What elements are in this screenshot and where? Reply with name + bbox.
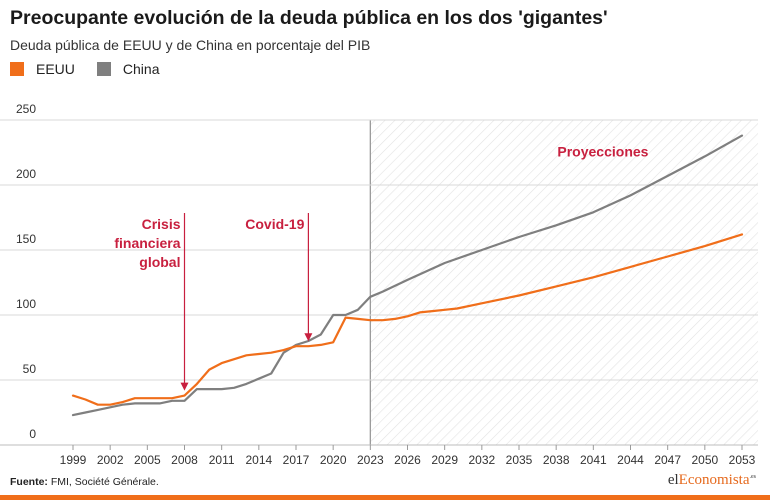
x-tick-label: 2020 [320,453,347,467]
x-tick-label: 2041 [580,453,607,467]
source-label: Fuente: [10,476,48,488]
x-tick-label: 2011 [209,453,235,467]
source-note: Fuente: FMI, Société Générale. [10,476,159,488]
chart-title: Preocupante evolución de la deuda públic… [10,7,608,29]
x-tick-label: 2005 [134,453,161,467]
publisher-logo: elEconomista.es [667,472,756,488]
x-tick-label: 2008 [171,453,198,467]
x-tick-label: 2044 [617,453,644,467]
x-tick-label: 2014 [245,453,272,467]
x-tick-label: 2002 [97,453,124,467]
y-tick-label: 100 [16,297,36,311]
projection-label: Proyecciones [557,143,648,159]
annotation-label: Covid-19 [245,216,304,232]
x-tick-label: 2050 [691,453,718,467]
bottom-accent-bar [0,495,770,500]
legend-swatch-china [96,62,111,76]
y-tick-label: 200 [16,167,36,181]
y-tick-label: 50 [23,362,37,376]
x-tick-label: 2032 [468,453,495,467]
x-tick-label: 2023 [357,453,384,467]
x-tick-label: 2029 [431,453,458,467]
y-tick-label: 150 [16,232,36,246]
chart-subtitle: Deuda pública de EEUU y de China en porc… [10,37,371,53]
y-tick-label: 250 [16,102,36,116]
x-tick-label: 2035 [506,453,533,467]
series-line-eeuu [71,233,744,406]
annotation-label: Crisis [142,216,181,232]
legend: EEUU China [10,61,182,77]
legend-item-china: China [96,61,160,77]
x-tick-label: 2026 [394,453,421,467]
annotation-label: global [139,254,180,270]
x-tick-label: 2017 [283,453,310,467]
annotation-arrowhead [180,382,189,391]
annotation-arrowhead [304,333,313,342]
x-tick-label: 1999 [60,453,87,467]
y-tick-label: 0 [29,427,36,441]
projection-region [370,120,758,445]
x-tick-label: 2038 [543,453,570,467]
legend-label-eeuu: EEUU [36,61,75,77]
legend-label-china: China [122,61,160,77]
x-tick-label: 2053 [729,453,756,467]
annotation-label: financiera [114,235,180,251]
legend-swatch-eeuu [10,62,24,76]
x-tick-label: 2047 [654,453,681,467]
legend-item-eeuu: EEUU [10,61,75,77]
source-text: FMI, Société Générale. [50,476,159,488]
